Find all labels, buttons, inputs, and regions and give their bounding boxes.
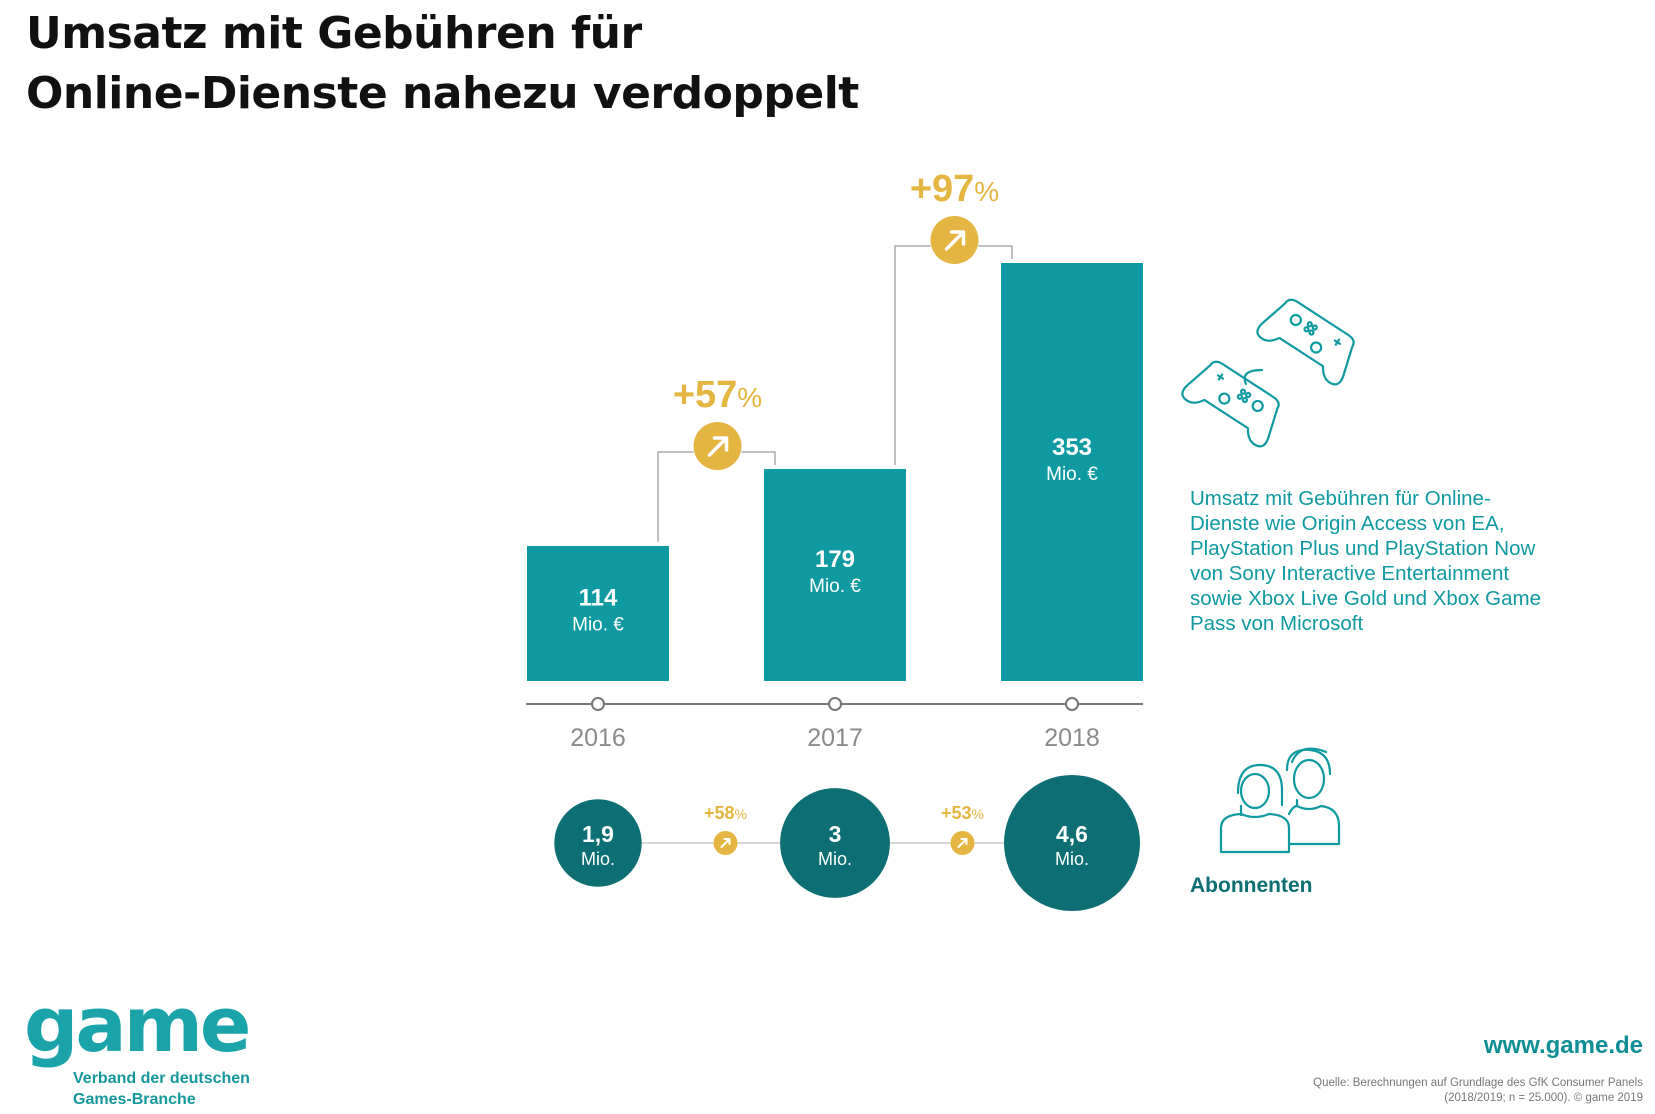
people-icon: [1219, 747, 1341, 854]
controller-icon: [1181, 298, 1355, 448]
title-line-1: Umsatz mit Gebühren für: [26, 8, 642, 59]
arrow-up-right-icon: [720, 838, 731, 848]
growth-number: +58: [704, 803, 735, 823]
x-tick-label: 2016: [570, 724, 626, 752]
growth-percent-sign: %: [737, 382, 762, 413]
bar-value-label: 114: [579, 585, 618, 612]
description-line: von Sony Interactive Entertainment: [1190, 562, 1510, 585]
bar-unit-label: Mio. €: [1046, 464, 1098, 485]
description-line: Pass von Microsoft: [1190, 612, 1364, 635]
subscriber-growth-percentage: +53%: [941, 803, 984, 823]
bar-2018: [1001, 263, 1143, 681]
arrow-up-right-icon: [707, 436, 729, 457]
logo-subtitle-line-2: Games-Branche: [73, 1091, 196, 1108]
growth-number: +53: [941, 803, 972, 823]
subscriber-unit-label: Mio.: [581, 849, 615, 869]
description-line: Dienste wie Origin Access von EA,: [1190, 512, 1505, 535]
subscriber-unit-label: Mio.: [1055, 849, 1089, 869]
subscriber-circle-2016: [554, 799, 642, 887]
bar-value-label: 179: [815, 546, 855, 573]
subscriber-circle-2017: [780, 788, 890, 898]
arrow-up-right-icon: [944, 230, 966, 251]
subscriber-growth-percentage: +58%: [704, 803, 747, 823]
subscriber-value-label: 4,6: [1056, 821, 1088, 847]
bars-layer: 114 Mio. € 179 Mio. € 353 Mio. €: [527, 263, 1143, 681]
axis-tick-marker: [591, 697, 605, 711]
bar-unit-label: Mio. €: [809, 576, 861, 597]
growth-connectors: [657, 245, 1013, 543]
description-line: sowie Xbox Live Gold und Xbox Game: [1190, 587, 1541, 610]
subscriber-circle-2018: [1004, 775, 1140, 911]
growth-percentage: +57%: [673, 374, 762, 416]
growth-percent-sign: %: [972, 806, 984, 822]
subscribers-label: Abonnenten: [1190, 874, 1313, 897]
x-tick-label: 2018: [1044, 724, 1100, 752]
page-title: Umsatz mit Gebühren für Online-Dienste n…: [26, 4, 859, 124]
game-logo: game Verband der deutschen Games-Branche: [24, 980, 251, 1109]
chart-description: Umsatz mit Gebühren für Online- Dienste …: [1190, 486, 1610, 636]
source-line-1: Quelle: Berechnungen auf Grundlage des G…: [1313, 1077, 1643, 1089]
bar-value-label: 353: [1052, 434, 1092, 461]
growth-number: +97: [910, 168, 974, 210]
axis-tick-marker: [1065, 697, 1079, 711]
bar-2016: [527, 546, 669, 681]
subscriber-value-label: 1,9: [582, 821, 614, 847]
growth-badges: +57%+97%: [673, 168, 999, 471]
growth-percent-sign: %: [735, 806, 747, 822]
x-tick-label: 2017: [807, 724, 863, 752]
growth-connector-left: [657, 451, 694, 543]
growth-connector-right: [741, 451, 776, 466]
subscriber-value-label: 3: [829, 821, 842, 847]
growth-percent-sign: %: [974, 176, 999, 207]
title-line-2: Online-Dienste nahezu verdoppelt: [26, 68, 859, 119]
logo-wordmark: game: [24, 980, 251, 1069]
growth-percentage: +97%: [910, 168, 999, 210]
growth-number: +57: [673, 374, 737, 416]
subscriber-unit-label: Mio.: [818, 849, 852, 869]
source-note: Quelle: Berechnungen auf Grundlage des G…: [1313, 1076, 1643, 1106]
x-axis: 2016 2017 2018: [526, 697, 1143, 752]
source-line-2: (2018/2019; n = 25.000). © game 2019: [1444, 1092, 1643, 1104]
growth-connector-left: [894, 245, 931, 466]
bar-2017: [764, 469, 906, 681]
description-line: Umsatz mit Gebühren für Online-: [1190, 487, 1491, 510]
description-line: PlayStation Plus und PlayStation Now: [1190, 537, 1536, 560]
growth-connector-right: [978, 245, 1013, 259]
bar-unit-label: Mio. €: [572, 615, 624, 636]
logo-subtitle: Verband der deutschen Games-Branche: [73, 1068, 250, 1110]
axis-tick-marker: [828, 697, 842, 711]
logo-subtitle-line-1: Verband der deutschen: [73, 1070, 250, 1087]
arrow-up-right-icon: [957, 838, 968, 848]
website-link[interactable]: www.game.de: [1483, 1032, 1643, 1059]
